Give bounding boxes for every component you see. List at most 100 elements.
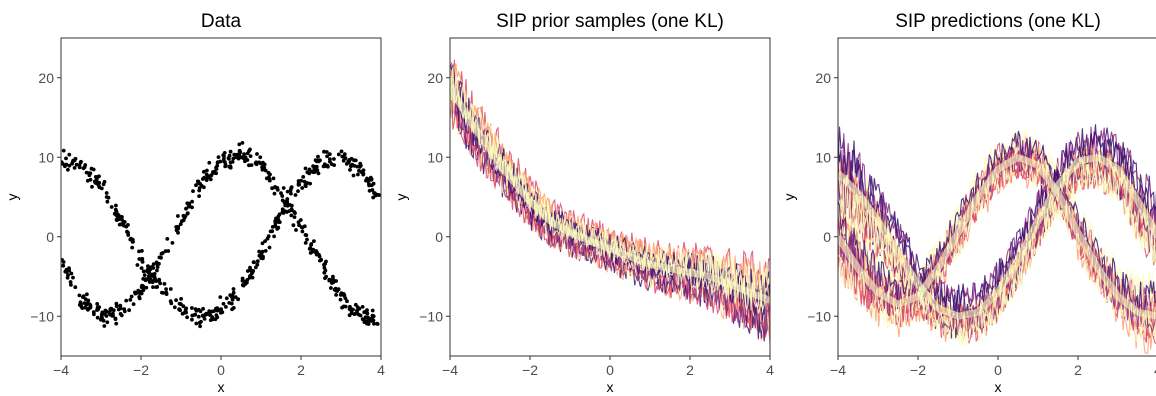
- data-point: [83, 305, 88, 310]
- plot-area: [450, 59, 770, 345]
- data-point: [368, 175, 373, 180]
- data-point: [308, 181, 312, 186]
- x-axis-label: x: [218, 379, 225, 395]
- data-point: [216, 155, 221, 160]
- x-tick-label: 0: [217, 362, 225, 378]
- data-point: [67, 266, 71, 270]
- data-point: [267, 245, 272, 250]
- data-point: [329, 286, 333, 290]
- data-point: [273, 185, 278, 190]
- data-point: [264, 176, 269, 181]
- data-point: [130, 245, 135, 250]
- data-point: [101, 182, 106, 187]
- data-point: [155, 262, 160, 267]
- sample-line: [838, 130, 1156, 320]
- data-point: [367, 188, 372, 193]
- data-point: [162, 282, 167, 286]
- data-point: [73, 156, 78, 161]
- data-point: [260, 249, 265, 254]
- data-point: [275, 188, 280, 192]
- data-point: [182, 311, 187, 315]
- data-point: [284, 210, 289, 214]
- data-point: [260, 241, 265, 246]
- data-point: [327, 152, 332, 157]
- data-point: [240, 283, 245, 287]
- data-point: [275, 217, 280, 222]
- sample-line: [450, 88, 770, 332]
- data-point: [208, 177, 213, 182]
- data-point: [317, 254, 322, 259]
- data-point: [270, 229, 275, 234]
- data-point: [280, 198, 285, 203]
- data-point: [142, 273, 147, 277]
- data-point: [86, 298, 91, 303]
- chart-title: SIP predictions (one KL): [895, 11, 1101, 32]
- data-point: [355, 305, 360, 309]
- data-point: [351, 173, 356, 178]
- data-point: [356, 172, 360, 177]
- data-point: [181, 304, 186, 309]
- data-point: [255, 152, 259, 156]
- data-point: [273, 224, 277, 229]
- data-point: [267, 178, 272, 183]
- data-point: [172, 305, 177, 310]
- data-point: [296, 183, 301, 187]
- data-point: [168, 287, 173, 291]
- data-point: [224, 305, 228, 309]
- data-point: [197, 188, 202, 193]
- sample-line: [838, 126, 1156, 316]
- data-point: [114, 321, 119, 326]
- data-point: [347, 158, 352, 162]
- data-point: [214, 165, 219, 170]
- data-point: [196, 314, 201, 319]
- data-point: [210, 309, 214, 314]
- data-point: [362, 310, 367, 315]
- data-point: [193, 307, 198, 311]
- data-point: [114, 203, 118, 208]
- data-point: [141, 277, 146, 281]
- data-point: [137, 296, 142, 301]
- data-point: [236, 297, 240, 301]
- panel-3: −10 0 10 20 −4 −2 0 2 4 x y SIP predictions (one KL…: [781, 11, 1156, 395]
- data-point: [128, 298, 133, 302]
- data-point: [80, 306, 85, 310]
- sample-line: [838, 155, 1156, 351]
- data-point: [105, 199, 110, 204]
- data-point: [352, 164, 357, 168]
- data-point: [307, 167, 312, 172]
- data-point: [371, 181, 376, 186]
- data-point: [332, 287, 337, 292]
- data-point: [231, 306, 236, 310]
- data-point: [245, 278, 250, 282]
- data-point: [178, 222, 183, 227]
- data-point: [327, 277, 332, 282]
- data-point: [202, 169, 206, 174]
- data-point: [280, 210, 285, 214]
- data-point: [85, 292, 89, 297]
- data-point: [305, 237, 309, 242]
- data-point: [279, 191, 283, 196]
- data-point: [114, 209, 119, 214]
- data-point: [323, 261, 327, 266]
- data-point: [315, 250, 319, 255]
- data-point: [215, 308, 220, 313]
- data-point: [326, 164, 330, 169]
- data-point: [237, 142, 242, 147]
- data-point: [148, 267, 153, 272]
- data-point: [84, 301, 89, 306]
- data-point: [199, 184, 204, 188]
- data-point: [120, 218, 124, 222]
- data-point: [334, 293, 338, 297]
- data-point: [360, 317, 365, 322]
- data-point: [141, 288, 146, 293]
- data-point: [349, 164, 353, 169]
- data-point: [344, 162, 349, 166]
- data-point: [303, 183, 308, 188]
- data-point: [61, 148, 66, 153]
- data-point: [102, 324, 107, 328]
- data-point: [324, 150, 329, 154]
- data-point: [331, 274, 335, 279]
- data-point: [101, 318, 106, 323]
- data-point: [249, 163, 254, 168]
- data-point: [322, 149, 326, 154]
